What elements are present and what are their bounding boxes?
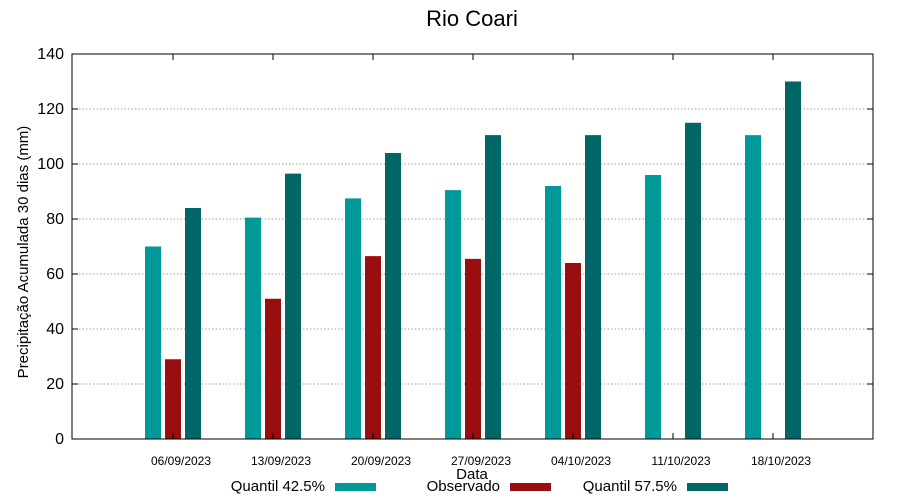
y-tick-label: 120 (37, 101, 64, 118)
y-axis-label: Precipitação Acumulada 30 dias (mm) (15, 126, 32, 379)
bar (685, 122, 701, 439)
bar (285, 173, 301, 439)
y-tick-label: 100 (37, 156, 64, 173)
x-tick-label: 11/10/2023 (651, 454, 710, 468)
y-axis-ticks: 0 20 40 60 80 100 120 140 (37, 46, 873, 448)
bar (345, 198, 361, 439)
bar (745, 135, 761, 439)
bar (185, 208, 201, 439)
legend-label: Observado (427, 478, 500, 495)
bar (245, 217, 261, 439)
bar (545, 186, 561, 439)
bar (165, 359, 181, 439)
x-tick-label: 04/10/2023 (551, 454, 611, 468)
legend: Quantil 42.5% Observado Quantil 57.5% (231, 478, 728, 495)
bar (485, 135, 501, 439)
bar (365, 256, 381, 439)
legend-swatch (687, 483, 728, 491)
bar (385, 153, 401, 439)
legend-label: Quantil 57.5% (583, 478, 677, 495)
y-tick-label: 140 (37, 46, 64, 63)
bar (785, 81, 801, 439)
x-axis-label: Data (456, 466, 488, 483)
bar (565, 263, 581, 439)
y-tick-label: 40 (46, 321, 64, 338)
y-tick-label: 60 (46, 266, 64, 283)
x-tick-label: 27/09/2023 (451, 454, 511, 468)
x-tick-label: 20/09/2023 (351, 454, 411, 468)
bar (265, 298, 281, 439)
y-tick-label: 80 (46, 211, 64, 228)
bar (585, 135, 601, 439)
legend-swatch (335, 483, 376, 491)
x-tick-label: 13/09/2023 (251, 454, 311, 468)
bar (445, 190, 461, 439)
bar (465, 258, 481, 439)
bar (145, 246, 161, 439)
bars (145, 81, 801, 439)
chart-title: Rio Coari (426, 6, 518, 31)
bar (645, 175, 661, 439)
y-tick-label: 20 (46, 376, 64, 393)
legend-swatch (510, 483, 551, 491)
x-tick-label: 06/09/2023 (151, 454, 211, 468)
x-axis-ticks: 06/09/2023 13/09/2023 20/09/2023 27/09/2023… (151, 54, 811, 468)
x-tick-label: 18/10/2023 (751, 454, 811, 468)
legend-label: Quantil 42.5% (231, 478, 325, 495)
y-tick-label: 0 (55, 431, 64, 448)
